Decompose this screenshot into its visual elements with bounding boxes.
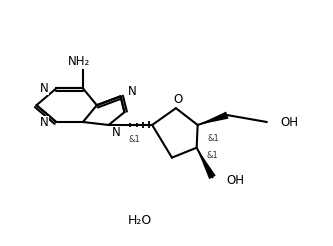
Text: N: N: [112, 126, 120, 139]
Text: N: N: [40, 117, 48, 129]
Text: N: N: [40, 82, 48, 95]
Text: O: O: [173, 93, 182, 106]
Text: NH₂: NH₂: [68, 55, 90, 68]
Text: &1: &1: [207, 134, 219, 143]
Polygon shape: [198, 111, 228, 125]
Text: OH: OH: [226, 174, 244, 187]
Text: OH: OH: [281, 117, 299, 129]
Text: &1: &1: [129, 135, 140, 144]
Text: H₂O: H₂O: [128, 214, 153, 227]
Text: N: N: [128, 85, 136, 98]
Text: &1: &1: [206, 151, 218, 160]
Polygon shape: [197, 148, 216, 179]
